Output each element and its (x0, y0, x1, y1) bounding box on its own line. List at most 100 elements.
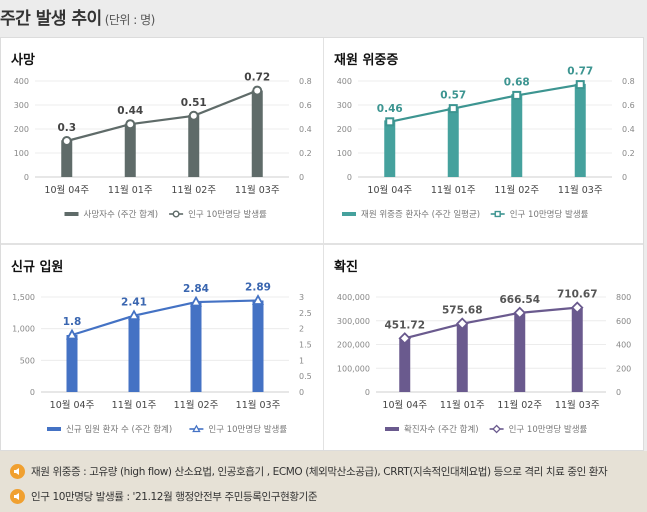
line-marker (189, 295, 203, 307)
bar (447, 107, 459, 177)
bar (384, 120, 396, 177)
chart-title: 사망 (11, 53, 35, 68)
y-right-tick-label: 0.8 (622, 77, 635, 86)
y-left-tick-label: 200 (337, 125, 352, 134)
legend-line-label: 인구 10만명당 발생률 (188, 209, 267, 220)
chart-svg: 0 100,000 200,000 300,000 400,000 0 200 400 600 8… (337, 289, 631, 435)
bar (571, 306, 583, 392)
bar (456, 323, 468, 392)
y-right-tick-label: 0 (299, 173, 304, 182)
line-marker (492, 424, 501, 434)
line-marker (188, 110, 199, 121)
x-tick-label: 11월 02주 (171, 184, 216, 196)
bar (128, 316, 140, 392)
chart-title: 재원 위중증 (334, 53, 399, 68)
bar (190, 302, 202, 392)
line-marker (192, 424, 201, 433)
y-right-tick-label: 1.5 (299, 341, 312, 350)
x-tick-label: 10월 04주 (44, 184, 89, 196)
y-left-tick-label: 300,000 (337, 317, 370, 326)
line-marker (125, 119, 136, 130)
y-left-tick-label: 200 (14, 125, 29, 134)
legend-bar-swatch (342, 212, 356, 216)
chart-title: 확진 (334, 260, 358, 275)
note-text: 인구 10만명당 발생률 : '21.12월 행정안전부 주민등록인구현황기준 (31, 490, 318, 503)
data-label: 0.57 (440, 90, 466, 102)
speaker-icon (10, 463, 25, 479)
y-right-tick-label: 200 (616, 364, 631, 373)
legend-bar-label: 사망자수 (주간 합계) (84, 209, 159, 220)
x-tick-label: 10월 04주 (382, 399, 427, 411)
rate-line (404, 306, 578, 340)
rate-line (71, 299, 259, 337)
y-right-tick-label: 0.2 (299, 149, 312, 158)
y-right-tick-label: 3 (299, 293, 304, 302)
y-left-tick-label: 1,500 (12, 293, 35, 302)
charts-panel: 사망 0 1 0 0 200 300 400 0 0.2 0.4 0.6 0.8 10월 04주 11월 … (0, 37, 644, 451)
data-label: 666.54 (499, 294, 540, 306)
chart-svg: 0 100 200 300 400 0 0.2 0.4 0.6 0.8 10월 04주 11월 01주… (337, 66, 635, 220)
y-right-tick-label: 0 (622, 173, 627, 182)
bar (61, 140, 73, 177)
y-left-tick-label: 300 (337, 101, 352, 110)
data-label: 451.72 (384, 319, 425, 331)
chart-deaths: 사망 0 100 200 300 400 0 0.2 0.4 0.6 0.8 10월 04주 11월 … (1, 38, 323, 243)
x-tick-label: 11월 02주 (174, 399, 219, 411)
y-right-tick-label: 400 (616, 341, 631, 350)
data-label: 2.84 (183, 283, 209, 295)
legend-line-label: 인구 10만명당 발생률 (509, 424, 588, 435)
chart-svg: 0 500 1,000 1,500 0 0.5 1 1.5 2 2.5 3 10월 04주 11월 01… (12, 281, 312, 435)
x-tick-label: 10월 04주 (50, 399, 95, 411)
data-label: 0.68 (504, 76, 530, 88)
note-rate-basis: 인구 10만명당 발생률 : '21.12월 행정안전부 주민등록인구현황기준 (10, 487, 318, 505)
x-tick-label: 11월 03주 (235, 184, 280, 196)
y-right-tick-label: 2.5 (299, 309, 312, 318)
y-right-tick-label: 0.4 (299, 125, 312, 134)
legend-marker (172, 210, 180, 218)
legend-marker (192, 424, 201, 433)
y-right-tick-label: 0.4 (622, 125, 635, 134)
line-marker (251, 294, 265, 305)
chart-severe: 재원 위중증 0 100 200 300 400 0 0.2 0.4 0.6 0.8 10월 04주… (324, 38, 646, 243)
y-right-tick-label: 1 (299, 356, 304, 365)
y-left-tick-label: 0 (347, 173, 352, 182)
line-marker (494, 210, 501, 218)
x-tick-label: 11월 02주 (497, 399, 542, 411)
y-left-tick-label: 1,000 (12, 325, 35, 334)
y-left-tick-label: 0 (30, 388, 35, 397)
bar (511, 94, 523, 177)
bar (124, 123, 136, 177)
x-tick-label: 11월 03주 (236, 399, 281, 411)
legend-bar-label: 확진자수 (주간 합계) (404, 424, 479, 435)
legend-bar-swatch (385, 427, 399, 431)
y-left-tick-label: 100,000 (337, 364, 370, 373)
line-marker (398, 332, 412, 345)
x-tick-label: 11월 01주 (112, 399, 157, 411)
bar (574, 83, 586, 177)
y-left-tick-label: 200,000 (337, 341, 370, 350)
line-marker (61, 136, 72, 146)
x-tick-label: 11월 01주 (431, 184, 476, 196)
speaker-icon (10, 488, 25, 504)
legend-bar-label: 재원 위중증 환자수 (주간 일평균) (361, 209, 480, 220)
legend-line-label: 인구 10만명당 발생률 (208, 424, 287, 435)
line-marker (65, 328, 79, 340)
line-marker (512, 90, 522, 100)
data-label: 2.89 (245, 281, 271, 293)
data-label: 1.8 (63, 316, 82, 328)
line-marker (575, 80, 585, 90)
bar (188, 115, 200, 177)
chart-title: 신규 입원 (11, 260, 64, 275)
data-label: 0.46 (377, 103, 403, 115)
data-label: 2.41 (121, 297, 147, 309)
bar (399, 337, 411, 392)
unit-label: (단위 : 명) (104, 13, 156, 27)
data-label: 0.44 (117, 105, 143, 117)
y-right-tick-label: 0.6 (622, 101, 635, 110)
bar (514, 312, 526, 392)
chart-confirmed: 확진 0 100,000 200,000 300,000 400,000 0 200 400 6… (324, 245, 646, 450)
note-severe-definition: 재원 위중증 : 고유량 (high flow) 산소요법, 인공호흡기 , E… (10, 462, 608, 480)
y-right-tick-label: 0.8 (299, 77, 312, 86)
bar (252, 300, 264, 392)
legend-bar-swatch (64, 212, 79, 216)
